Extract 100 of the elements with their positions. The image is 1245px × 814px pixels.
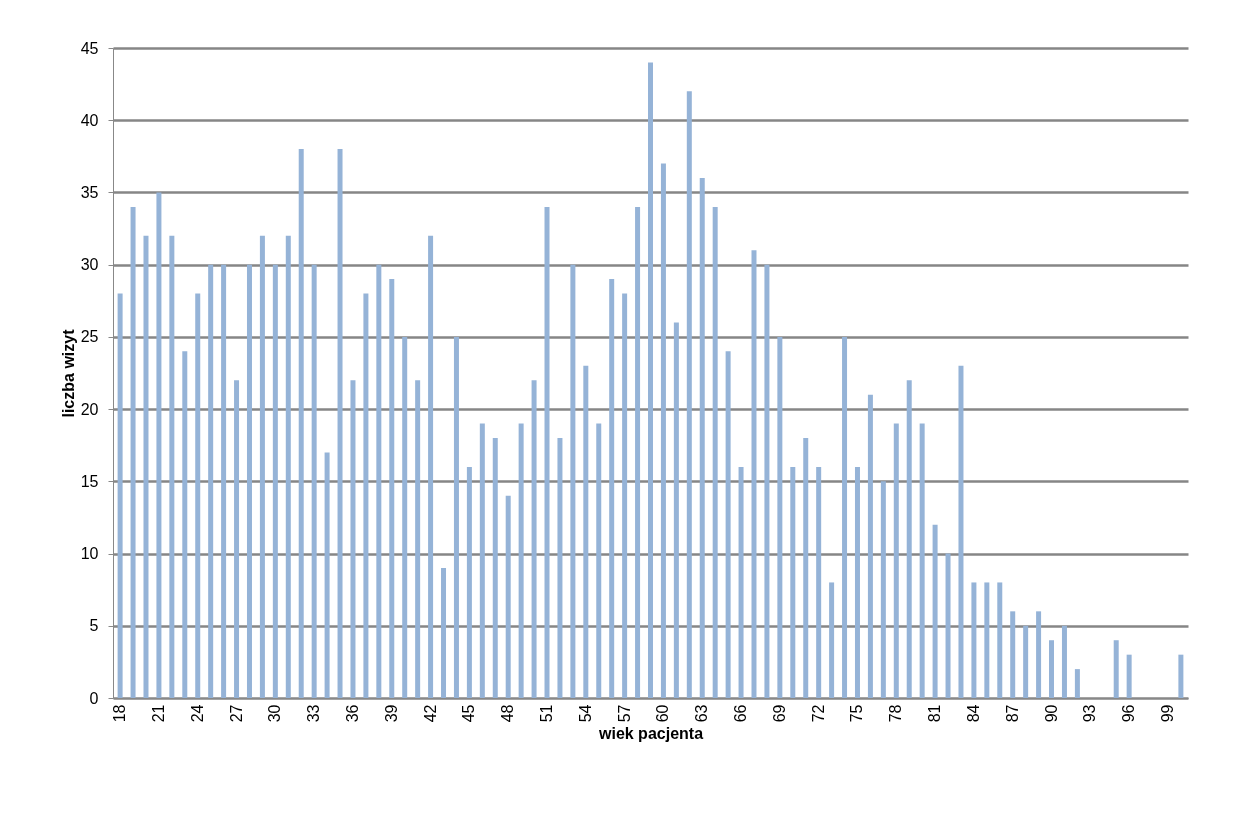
x-tick-label: 21	[149, 704, 167, 723]
x-tick-label: 90	[1042, 704, 1060, 723]
y-tick-label: 35	[80, 183, 99, 201]
x-tick-label: 87	[1003, 704, 1021, 723]
x-axis-title: wiek pacjenta	[597, 725, 704, 743]
bar	[1061, 625, 1067, 698]
bar	[609, 279, 615, 698]
bar	[285, 235, 291, 698]
bar	[402, 336, 408, 698]
bar	[932, 524, 938, 698]
bar	[583, 365, 589, 698]
bar	[505, 495, 511, 698]
x-tick-label: 39	[382, 704, 400, 723]
x-tick-label: 45	[460, 704, 478, 723]
y-tick-label: 30	[80, 256, 99, 274]
bar	[441, 568, 447, 698]
x-tick-label: 24	[188, 704, 206, 723]
bar	[117, 293, 123, 698]
bar	[1023, 625, 1029, 698]
bar	[751, 250, 757, 698]
bar	[803, 438, 809, 698]
bar	[195, 293, 201, 698]
bar	[324, 452, 330, 698]
bar	[635, 206, 641, 698]
bar	[997, 582, 1003, 698]
bar	[466, 466, 472, 698]
bar	[829, 582, 835, 698]
x-tick-label: 96	[1120, 704, 1138, 723]
bar	[673, 322, 679, 698]
bar	[867, 394, 873, 698]
x-tick-label: 69	[770, 704, 788, 723]
bar	[660, 163, 666, 698]
bar	[1074, 669, 1080, 698]
bar	[906, 380, 912, 698]
y-tick-label: 0	[89, 689, 99, 707]
y-tick-label: 5	[89, 617, 99, 635]
bar	[842, 336, 848, 698]
bar	[880, 481, 886, 698]
bar	[415, 380, 421, 698]
y-tick-label: 45	[80, 39, 99, 57]
x-tick-label: 33	[305, 704, 323, 723]
y-axis-title: liczba wizyt	[59, 328, 77, 418]
x-tick-label: 30	[266, 704, 284, 723]
bar	[531, 380, 537, 698]
bar	[389, 279, 395, 698]
bar	[764, 264, 770, 698]
bar	[246, 264, 252, 698]
x-tick-label: 81	[926, 704, 944, 723]
bar	[221, 264, 227, 698]
bar	[919, 423, 925, 698]
bar	[169, 235, 175, 698]
bar	[622, 293, 628, 698]
bar	[699, 178, 705, 698]
x-tick-label: 42	[421, 704, 439, 723]
x-tick-label: 93	[1081, 704, 1099, 723]
bar	[686, 91, 692, 698]
bar	[984, 582, 990, 698]
bar	[272, 264, 278, 698]
bar	[453, 336, 459, 698]
x-tick-label: 51	[538, 704, 556, 723]
bar	[1010, 611, 1016, 698]
bar	[1178, 654, 1184, 698]
x-tick-label: 18	[111, 704, 129, 723]
bar	[893, 423, 899, 698]
bar	[479, 423, 485, 698]
bar	[156, 192, 162, 698]
bar	[1126, 654, 1132, 698]
bar	[725, 351, 731, 698]
bar	[337, 149, 343, 698]
bar	[816, 466, 822, 698]
bar	[777, 336, 783, 698]
bar	[712, 206, 718, 698]
x-tick-label: 84	[964, 704, 982, 723]
bar	[363, 293, 369, 698]
bar	[596, 423, 602, 698]
x-tick-label: 36	[343, 704, 361, 723]
x-tick-label: 63	[693, 704, 711, 723]
y-tick-label: 25	[80, 328, 99, 346]
bar	[259, 235, 265, 698]
bar	[182, 351, 188, 698]
x-tick-label: 60	[654, 704, 672, 723]
x-tick-label: 72	[809, 704, 827, 723]
x-tick-label: 66	[732, 704, 750, 723]
bar	[945, 553, 951, 698]
bar	[376, 264, 382, 698]
x-tick-label: 57	[615, 704, 633, 723]
bar	[1036, 611, 1042, 698]
bar	[518, 423, 524, 698]
y-tick-label: 15	[80, 472, 99, 490]
bar	[544, 206, 550, 698]
x-tick-label: 99	[1158, 704, 1176, 723]
bar	[738, 466, 744, 698]
x-tick-label: 75	[848, 704, 866, 723]
bar	[350, 380, 356, 698]
bar	[854, 466, 860, 698]
bar	[1049, 640, 1055, 698]
x-tick-label: 48	[499, 704, 517, 723]
bar	[958, 365, 964, 698]
x-tick-label: 54	[576, 704, 594, 723]
bar	[208, 264, 214, 698]
